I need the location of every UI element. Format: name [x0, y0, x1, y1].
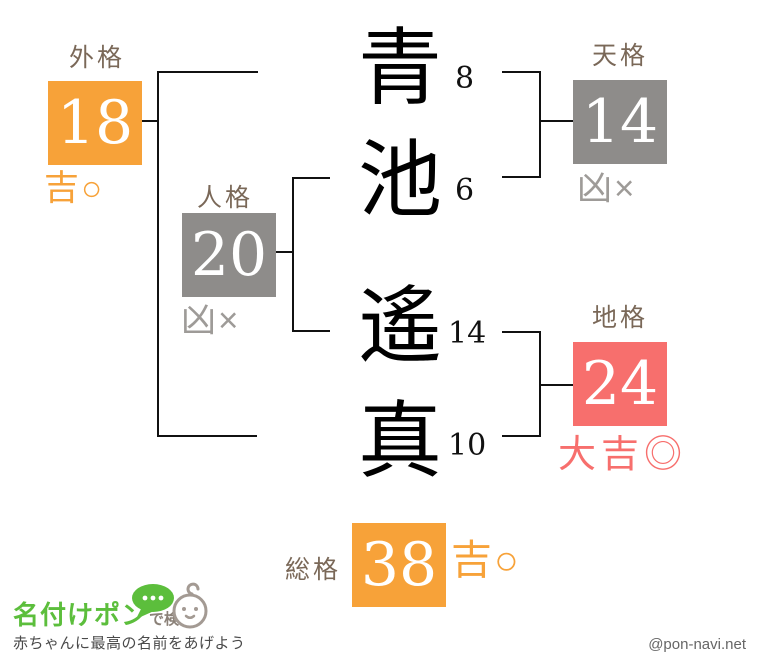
tenkaku-rating: 凶×	[577, 169, 637, 208]
logo-brand-text: 名付けポン	[13, 600, 149, 630]
stroke-count-surname-2: 6	[455, 173, 475, 208]
soukaku-rating: 吉○	[451, 537, 521, 583]
logo-icons	[132, 582, 208, 629]
gaikaku-label: 外格	[69, 44, 126, 72]
chikaku-label: 地格	[592, 304, 649, 332]
name-char-surname-1: 青	[357, 19, 442, 117]
name-char-surname-2: 池	[357, 131, 442, 229]
baby-face-icon	[172, 582, 208, 629]
gaikaku-rating: 吉○	[44, 169, 105, 208]
jinkaku-value-box: 20	[182, 213, 276, 297]
jinkaku-rating: 凶×	[181, 301, 241, 340]
name-char-given-2: 真	[357, 392, 442, 490]
soukaku-value-box: 38	[352, 523, 446, 607]
chikaku-rating: 大吉◎	[558, 434, 688, 476]
stroke-count-given-2: 10	[448, 428, 487, 463]
gaikaku-value-box: 18	[48, 81, 142, 165]
site-credit: @pon-navi.net	[648, 636, 746, 653]
speech-bubble-icon	[132, 584, 174, 619]
name-char-given-1: 遙	[357, 277, 442, 375]
jinkaku-label: 人格	[197, 184, 254, 212]
tenkaku-value-box: 14	[573, 80, 667, 164]
stroke-count-given-1: 14	[448, 316, 487, 351]
tenkaku-label: 天格	[592, 42, 649, 70]
soukaku-label: 総格	[285, 556, 342, 584]
logo-tagline: 赤ちゃんに最高の名前をあげよう	[13, 635, 246, 652]
stroke-count-surname-1: 8	[455, 61, 475, 96]
chikaku-value-box: 24	[573, 342, 667, 426]
